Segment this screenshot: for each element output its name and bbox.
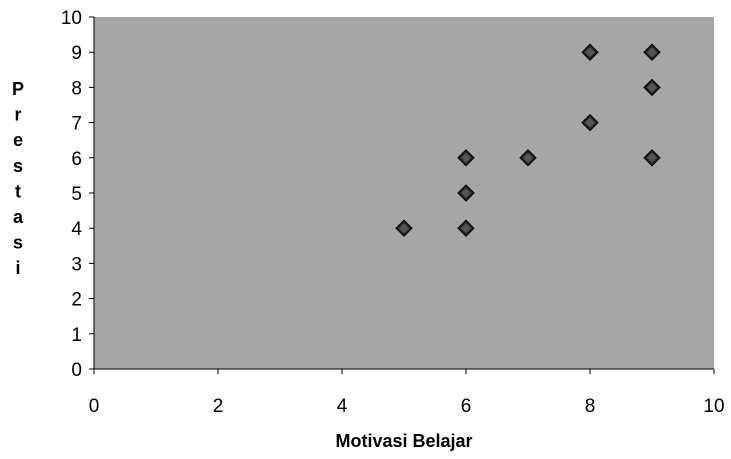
y-axis-label-letter: a	[13, 207, 24, 227]
y-tick-label: 4	[71, 219, 82, 240]
y-tick-label: 7	[71, 114, 82, 135]
data-points	[395, 43, 661, 237]
x-tick-label: 6	[461, 396, 472, 417]
diamond-marker-inner	[585, 117, 595, 128]
data-point	[643, 149, 661, 167]
x-tick-label: 0	[89, 396, 100, 417]
x-tick-label: 10	[703, 396, 724, 417]
data-point	[643, 78, 661, 97]
y-axis: 0 1 2 3 4 5 6 7 8 9 10	[61, 8, 95, 381]
y-axis-label-letter: s	[13, 156, 23, 176]
data-point	[643, 43, 661, 61]
data-point	[457, 219, 475, 237]
y-tick-label: 10	[61, 8, 82, 29]
diamond-marker-inner	[647, 82, 657, 93]
x-tick-label: 8	[585, 396, 596, 417]
diamond-marker-inner	[461, 223, 471, 234]
data-point	[395, 219, 413, 237]
y-tick-label: 6	[71, 149, 82, 170]
data-point	[581, 43, 599, 61]
y-axis-label-letter: t	[15, 181, 21, 201]
y-tick-label: 5	[71, 184, 82, 205]
data-point	[581, 113, 599, 132]
x-axis-label: Motivasi Belajar	[335, 431, 472, 451]
x-axis: 0 2 4 6 8 10	[89, 368, 725, 417]
diamond-marker-inner	[461, 188, 471, 198]
data-point	[519, 149, 537, 167]
data-point	[457, 184, 475, 202]
x-tick-label: 2	[213, 396, 224, 417]
diamond-marker-inner	[585, 47, 595, 58]
y-axis-label-letter: e	[13, 130, 23, 150]
diamond-marker-inner	[461, 152, 471, 163]
diamond-marker-inner	[523, 152, 533, 163]
y-tick-label: 8	[71, 78, 82, 99]
y-tick-label: 9	[71, 43, 82, 64]
plot-area	[94, 17, 714, 369]
y-axis-label-letter: r	[14, 105, 21, 125]
y-axis-label-letter: s	[13, 233, 23, 253]
y-tick-label: 3	[71, 254, 82, 275]
y-tick-label: 0	[71, 360, 82, 381]
diamond-marker-inner	[647, 47, 657, 58]
x-tick-label: 4	[337, 396, 348, 417]
y-tick-label: 1	[71, 325, 82, 346]
data-point	[457, 149, 475, 167]
y-axis-label-letter: P	[12, 79, 24, 99]
y-tick-label: 2	[71, 290, 82, 311]
y-axis-label-letter: i	[15, 258, 20, 278]
diamond-marker-inner	[647, 152, 657, 163]
diamond-marker-inner	[399, 223, 409, 234]
